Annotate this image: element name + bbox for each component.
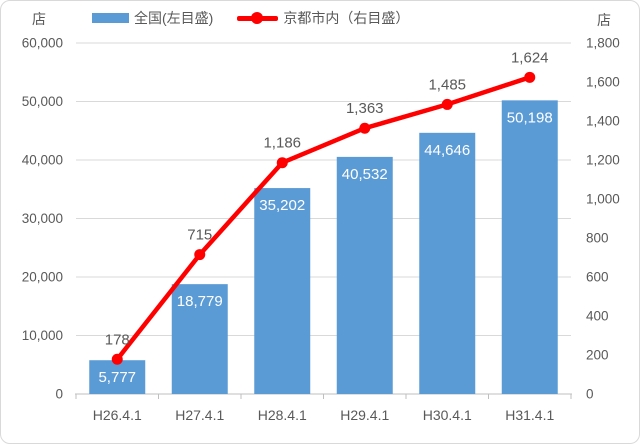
right-axis-tick-label: 400	[586, 309, 609, 324]
bar-H30.4.1	[419, 132, 476, 394]
bar-H31.4.1	[501, 100, 558, 394]
x-axis-group	[75, 393, 572, 399]
legend: 全国(左目盛) 京都市内（右目盛）	[92, 10, 409, 27]
legend-label: 京都市内（右目盛）	[283, 10, 410, 26]
right-axis-tick-label: 800	[586, 231, 609, 246]
right-axis-tick-label: 1,400	[586, 114, 620, 129]
x-axis-category-label: H28.4.1	[258, 407, 307, 423]
left-axis-tick-label: 30,000	[22, 211, 63, 226]
bar-value-label: 44,646	[424, 142, 470, 159]
left-axis-tick-label: 50,000	[22, 94, 63, 109]
right-axis-tick-label: 1,200	[586, 153, 620, 168]
line-point-H28.4.1	[276, 157, 288, 169]
bar-series-group: 5,777 18,779 35,202 40,532 44,646 50,198	[89, 100, 558, 394]
x-axis-category-label: H30.4.1	[423, 407, 472, 423]
legend-item-1: 京都市内（右目盛）	[237, 10, 409, 27]
right-axis-tick-label: 0	[586, 387, 594, 402]
right-axis-tick-label: 1,800	[586, 36, 620, 51]
legend-label: 全国(左目盛)	[134, 10, 214, 26]
bar-value-label: 50,198	[507, 109, 553, 126]
x-axis-category-label: H27.4.1	[175, 407, 224, 423]
line-point-H31.4.1	[524, 71, 536, 83]
legend-line-dot	[251, 12, 264, 25]
bar-value-label: 5,777	[98, 369, 136, 386]
line-point-H26.4.1	[111, 353, 123, 365]
left-axis-tick-label: 10,000	[22, 328, 63, 343]
line-value-label: 1,485	[428, 76, 466, 93]
category-labels-group: H26.4.1 H27.4.1 H28.4.1 H29.4.1 H30.4.1 H31.4…	[93, 407, 555, 423]
line-series-group: 178 715 1,186 1,363 1,485 1,624	[105, 49, 549, 365]
gridlines-group	[76, 42, 571, 336]
right-axis-unit-label: 店	[597, 12, 611, 28]
x-axis-category-label: H26.4.1	[93, 407, 142, 423]
line-point-H29.4.1	[359, 122, 371, 134]
bar-value-label: 35,202	[259, 197, 305, 214]
legend-item-0: 全国(左目盛)	[92, 10, 213, 27]
left-axis-labels-group: 0 10,000 20,000 30,000 40,000 50,000 60,000	[22, 36, 63, 402]
x-axis-category-label: H31.4.1	[505, 407, 554, 423]
right-axis-labels-group: 0 200 400 600 800 1,000 1,200 1,400 1,600 1,800	[586, 36, 620, 402]
bar-H29.4.1	[336, 156, 393, 394]
bar-H27.4.1	[171, 284, 228, 394]
right-axis-tick-label: 200	[586, 348, 609, 363]
line-value-label: 1,624	[511, 49, 549, 66]
line-value-label: 1,186	[263, 135, 301, 152]
trend-line	[115, 75, 532, 362]
left-axis-tick-label: 60,000	[22, 36, 63, 51]
line-point-H30.4.1	[441, 98, 453, 110]
legend-line-marker-icon	[237, 12, 279, 25]
right-axis-tick-label: 1,600	[586, 75, 620, 90]
left-axis-tick-label: 40,000	[22, 153, 63, 168]
line-value-label: 178	[105, 331, 130, 348]
line-value-label: 715	[187, 227, 212, 244]
bar-value-label: 40,532	[342, 166, 388, 183]
left-axis-tick-label: 20,000	[22, 270, 63, 285]
bar-H26.4.1	[89, 360, 146, 394]
line-point-H27.4.1	[194, 249, 206, 261]
bar-value-label: 18,779	[177, 293, 223, 310]
legend-bar-swatch-icon	[92, 13, 129, 24]
right-axis-tick-label: 1,000	[586, 192, 620, 207]
right-axis-tick-label: 600	[586, 270, 609, 285]
left-axis-unit-label: 店	[32, 11, 46, 27]
x-axis-category-label: H29.4.1	[340, 407, 389, 423]
line-value-label: 1,363	[346, 100, 384, 117]
left-axis-tick-label: 0	[55, 387, 63, 402]
bar-H28.4.1	[254, 188, 311, 394]
